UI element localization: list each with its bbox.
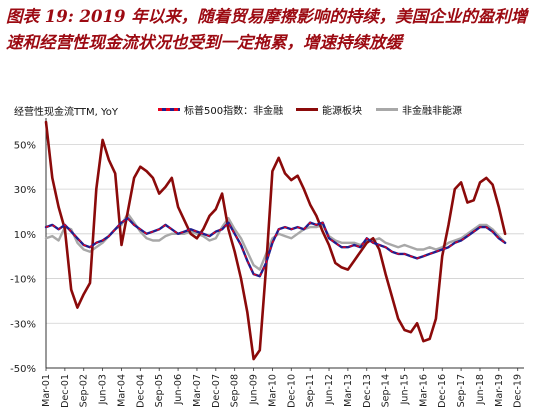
legend-label-nonfinancial-nonenergy: 非金融非能源 xyxy=(402,105,462,117)
x-tick-label: Dec-16 xyxy=(437,374,448,408)
x-tick-label: Mar-19 xyxy=(494,374,505,407)
x-tick-label: Sep-08 xyxy=(230,374,241,407)
figure-title: 图表 19: 2019 年以来，随着贸易摩擦影响的持续，美国企业的盈利增速和经营… xyxy=(6,7,528,52)
x-tick-label: Sep-14 xyxy=(381,374,392,407)
x-tick-label: Dec-07 xyxy=(211,374,222,408)
series-line-energy xyxy=(44,120,507,361)
legend-item-energy: 能源板块 xyxy=(296,102,362,117)
legend-item-sp500-nonfinancial: 标普500指数：非金融 xyxy=(158,102,284,117)
x-tick-label: Mar-16 xyxy=(418,374,429,407)
x-tick-label: Mar-04 xyxy=(116,374,127,407)
y-tick-label: -50% xyxy=(10,364,36,375)
x-tick-label: Jun-12 xyxy=(324,374,335,405)
x-tick-label: Jun-15 xyxy=(400,374,411,405)
legend-label-energy: 能源板块 xyxy=(322,105,362,117)
x-tick-label: Sep-02 xyxy=(79,374,90,407)
series-line-nonfinancial-nonenergy xyxy=(44,212,507,271)
x-tick-label: Jun-09 xyxy=(249,374,260,405)
x-tick-label: Mar-10 xyxy=(267,374,278,407)
x-tick-label: Dec-13 xyxy=(362,374,373,408)
y-tick-label: 10% xyxy=(14,230,36,241)
x-tick-label: Jun-06 xyxy=(173,374,184,405)
y-tick-label: -10% xyxy=(10,275,36,286)
series-line-sp500-nonfinancial-dash-overlay xyxy=(45,217,506,277)
y-tick-label: 50% xyxy=(14,140,36,151)
legend-item-nonfinancial-nonenergy: 非金融非能源 xyxy=(376,102,462,117)
x-tick-label: Jun-18 xyxy=(475,374,486,405)
x-tick-label: Sep-05 xyxy=(154,374,165,407)
x-tick-label: Dec-01 xyxy=(60,374,71,408)
legend-swatch-energy xyxy=(296,107,318,111)
x-tick-label: Dec-10 xyxy=(286,374,297,408)
x-tick-label: Mar-07 xyxy=(192,374,203,407)
x-tick-label: Dec-19 xyxy=(513,374,524,408)
x-tick-label: Sep-11 xyxy=(305,374,316,407)
legend-swatch-sp500-nonfinancial xyxy=(158,107,180,111)
x-tick-label: Mar-13 xyxy=(343,374,354,407)
y-tick-label: -30% xyxy=(10,319,36,330)
x-tick-label: Dec-04 xyxy=(135,374,146,408)
series-line-sp500-nonfinancial xyxy=(44,216,507,278)
legend-swatch-nonfinancial-nonenergy xyxy=(376,107,398,111)
x-tick-label: Sep-17 xyxy=(456,374,467,407)
x-tick-label: Jun-03 xyxy=(98,374,109,405)
x-tick-label: Mar-01 xyxy=(41,374,52,407)
y-axis-label: 经营性现金流TTM, YoY xyxy=(14,107,119,118)
legend-label-sp500-nonfinancial: 标普500指数：非金融 xyxy=(184,105,284,117)
y-tick-label: 30% xyxy=(14,185,36,196)
